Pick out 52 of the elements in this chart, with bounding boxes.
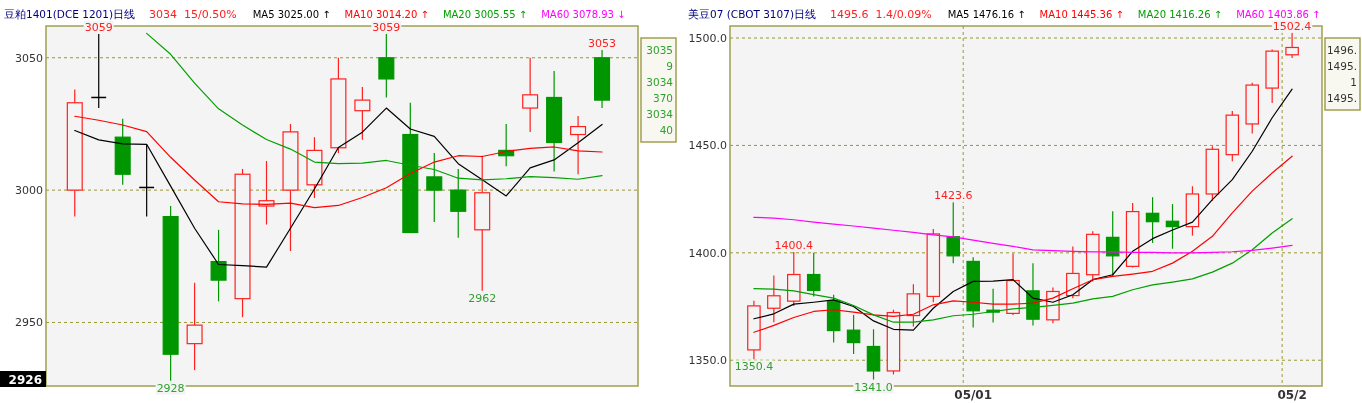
text: 1 (1350, 76, 1357, 88)
candlestick (1105, 210, 1120, 278)
chart-title: 美豆07 (CBOT 3107)日线 (688, 8, 816, 20)
line-series (753, 88, 1293, 331)
text: 3034 (646, 76, 674, 88)
chart-subtitle: 1495.6 1.4/0.09% (829, 8, 932, 21)
y-tick-label: 3000 (15, 184, 43, 198)
annotation: 1400.4 (774, 238, 814, 252)
line-series (753, 155, 1293, 333)
annotation: 3053 (588, 36, 617, 50)
y-tick-label: 2950 (15, 316, 43, 330)
annotation: 1341.0 (854, 380, 893, 394)
text: 1495. (1326, 60, 1357, 72)
text: MA20 3005.55 ↑ (442, 9, 528, 20)
x-tick-label: 05/2 (1277, 388, 1307, 402)
chart-title: 豆粕1401(DCE 1201)日线 (4, 8, 136, 20)
legend-label: MA60 3078.93 ↓ (541, 9, 626, 20)
text: 3034 (646, 108, 674, 120)
y-tick-label: 1500.0 (688, 32, 727, 46)
candlestick (1145, 196, 1160, 244)
y-tick-label: 3050 (15, 51, 43, 65)
candlestick (1066, 245, 1080, 299)
annotation: 3059 (84, 20, 113, 34)
annotation: 3059 (372, 20, 401, 34)
x-tick-label: 05/01 (954, 388, 993, 402)
text: 3035 (646, 44, 673, 56)
text: MA5 3025.00 ↑ (252, 9, 331, 20)
text: 1496. (1326, 44, 1357, 56)
y-tick-label: 1400.0 (688, 246, 727, 260)
annotation: 1350.4 (734, 360, 774, 374)
text: 40 (659, 124, 673, 136)
candlestick (767, 274, 781, 323)
candlestick (946, 201, 961, 264)
text: MA60 1403.86 ↑ (1236, 9, 1321, 20)
text: 9 (666, 60, 673, 72)
annotation: 1502.4 (1272, 19, 1312, 33)
text: 370 (652, 92, 673, 104)
candlestick (806, 252, 821, 298)
candlestick (906, 283, 921, 328)
text: MA10 1445.36 ↑ (1039, 9, 1124, 20)
annotation: 2928 (156, 381, 185, 395)
annotation: 1423.6 (934, 189, 973, 203)
y-tick-label: 1450.0 (688, 139, 727, 153)
annotation: 2962 (468, 291, 497, 305)
chart-subtitle: 3034 15/0.50% (149, 8, 237, 21)
text: MA10 3014.20 ↑ (344, 9, 429, 20)
y-tick-label: 1350.0 (688, 354, 727, 368)
candlestick (846, 314, 861, 355)
text: 1495. (1326, 92, 1357, 104)
text: MA5 1476.16 ↑ (947, 9, 1026, 20)
text: MA20 1416.26 ↑ (1137, 9, 1223, 20)
y-tick-label: 2926 (8, 373, 42, 387)
